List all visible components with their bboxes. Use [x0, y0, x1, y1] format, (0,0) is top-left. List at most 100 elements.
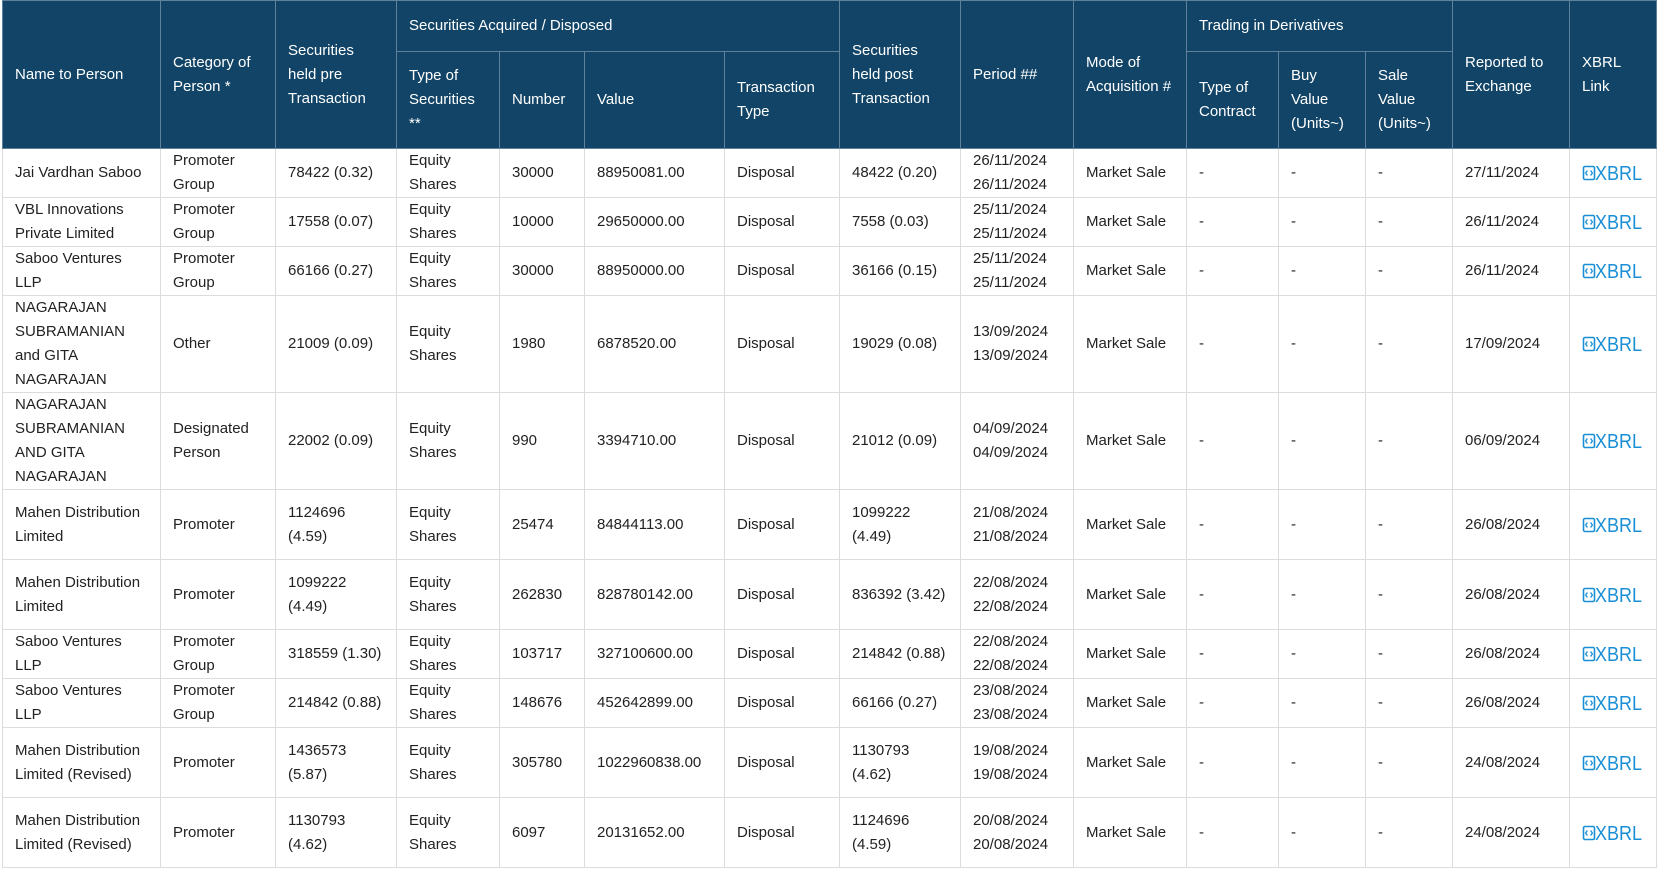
cell-sale-value: -: [1365, 727, 1453, 798]
period-from: 20/08/2024: [973, 811, 1049, 829]
cell-type-securities: Equity Shares: [396, 489, 500, 560]
cell-xbrl: XBRL: [1569, 246, 1657, 296]
cell-type-contract: -: [1186, 559, 1279, 630]
cell-value: 20131652.00: [584, 797, 725, 868]
table-row: Mahen Distribution Limited Promoter 1124…: [2, 489, 1657, 560]
period-to: 13/09/2024: [973, 347, 1049, 364]
cell-name: Saboo Ventures LLP: [2, 678, 161, 728]
cell-held-post: 48422 (0.20): [839, 148, 961, 198]
cell-number: 25474: [499, 489, 585, 560]
cell-number: 103717: [499, 629, 585, 679]
cell-period: 25/11/2024 25/11/2024: [960, 197, 1074, 247]
cell-buy-value: -: [1278, 678, 1366, 728]
xbrl-label: XBRL: [1595, 515, 1642, 536]
cell-held-post: 36166 (0.15): [839, 246, 961, 296]
cell-sale-value: -: [1365, 295, 1453, 393]
cell-mode: Market Sale: [1073, 559, 1187, 630]
cell-sale-value: -: [1365, 629, 1453, 679]
cell-type-contract: -: [1186, 727, 1279, 798]
cell-transaction-type: Disposal: [724, 678, 840, 728]
cell-held-pre: 318559 (1.30): [275, 629, 397, 679]
cell-name: Saboo Ventures LLP: [2, 629, 161, 679]
cell-mode: Market Sale: [1073, 295, 1187, 393]
table-row: Saboo Ventures LLP Promoter Group 214842…: [2, 678, 1657, 728]
cell-value: 327100600.00: [584, 629, 725, 679]
cell-number: 1980: [499, 295, 585, 393]
cell-transaction-type: Disposal: [724, 148, 840, 198]
cell-held-post: 214842 (0.88): [839, 629, 961, 679]
cell-number: 262830: [499, 559, 585, 630]
cell-held-pre: 17558 (0.07): [275, 197, 397, 247]
xbrl-label: XBRL: [1595, 585, 1642, 606]
cell-period: 20/08/2024 20/08/2024: [960, 797, 1074, 868]
period-to: 21/08/2024: [973, 527, 1049, 545]
xbrl-link[interactable]: XBRL: [1582, 752, 1644, 774]
cell-type-securities: Equity Shares: [396, 197, 500, 247]
table-row: Saboo Ventures LLP Promoter Group 318559…: [2, 629, 1657, 679]
table-row: Saboo Ventures LLP Promoter Group 66166 …: [2, 246, 1657, 296]
cell-mode: Market Sale: [1073, 392, 1187, 490]
period-to: 25/11/2024: [973, 274, 1047, 291]
xbrl-link[interactable]: XBRL: [1582, 211, 1644, 233]
cell-transaction-type: Disposal: [724, 559, 840, 630]
xbrl-link[interactable]: XBRL: [1582, 430, 1644, 452]
header-held-pre: Securities held pre Transaction: [275, 0, 397, 149]
cell-held-pre: 1124696 (4.59): [275, 489, 397, 560]
cell-xbrl: XBRL: [1569, 197, 1657, 247]
xbrl-link[interactable]: XBRL: [1582, 584, 1644, 606]
cell-xbrl: XBRL: [1569, 797, 1657, 868]
period-to: 19/08/2024: [973, 765, 1049, 783]
cell-transaction-type: Disposal: [724, 197, 840, 247]
cell-value: 452642899.00: [584, 678, 725, 728]
xbrl-link[interactable]: XBRL: [1582, 692, 1644, 714]
xbrl-label: XBRL: [1595, 693, 1642, 714]
cell-period: 19/08/2024 19/08/2024: [960, 727, 1074, 798]
xbrl-link[interactable]: XBRL: [1582, 333, 1644, 355]
cell-type-contract: -: [1186, 197, 1279, 247]
period-to: 22/08/2024: [973, 597, 1049, 615]
cell-number: 10000: [499, 197, 585, 247]
cell-type-securities: Equity Shares: [396, 295, 500, 393]
table-row: VBL Innovations Private Limited Promoter…: [2, 197, 1657, 247]
header-type-contract: Type of Contract: [1186, 51, 1279, 149]
period-from: 21/08/2024: [973, 503, 1049, 521]
xbrl-link[interactable]: XBRL: [1582, 822, 1644, 844]
cell-xbrl: XBRL: [1569, 489, 1657, 560]
xbrl-label: XBRL: [1595, 261, 1642, 282]
cell-period: 25/11/2024 25/11/2024: [960, 246, 1074, 296]
cell-type-contract: -: [1186, 148, 1279, 198]
cell-buy-value: -: [1278, 629, 1366, 679]
cell-name: Mahen Distribution Limited: [2, 489, 161, 560]
cell-held-post: 66166 (0.27): [839, 678, 961, 728]
cell-xbrl: XBRL: [1569, 392, 1657, 490]
table-header: Name to Person Category of Person * Secu…: [2, 0, 1657, 149]
cell-name: VBL Innovations Private Limited: [2, 197, 161, 247]
xbrl-icon: XBRL: [1582, 515, 1642, 536]
xbrl-link[interactable]: XBRL: [1582, 643, 1644, 665]
table-row: Jai Vardhan Saboo Promoter Group 78422 (…: [2, 148, 1657, 198]
xbrl-link[interactable]: XBRL: [1582, 514, 1644, 536]
cell-sale-value: -: [1365, 197, 1453, 247]
cell-transaction-type: Disposal: [724, 629, 840, 679]
period-to: 25/11/2024: [973, 225, 1047, 242]
cell-type-securities: Equity Shares: [396, 246, 500, 296]
xbrl-link[interactable]: XBRL: [1582, 260, 1644, 282]
cell-xbrl: XBRL: [1569, 295, 1657, 393]
xbrl-link[interactable]: XBRL: [1582, 162, 1644, 184]
cell-number: 990: [499, 392, 585, 490]
cell-sale-value: -: [1365, 489, 1453, 560]
cell-reported: 26/08/2024: [1452, 629, 1570, 679]
cell-type-securities: Equity Shares: [396, 797, 500, 868]
cell-value: 1022960838.00: [584, 727, 725, 798]
cell-type-contract: -: [1186, 678, 1279, 728]
cell-type-contract: -: [1186, 629, 1279, 679]
cell-category: Promoter: [160, 727, 276, 798]
cell-type-securities: Equity Shares: [396, 727, 500, 798]
cell-reported: 26/11/2024: [1452, 197, 1570, 247]
cell-xbrl: XBRL: [1569, 678, 1657, 728]
cell-type-securities: Equity Shares: [396, 392, 500, 490]
cell-mode: Market Sale: [1073, 148, 1187, 198]
cell-transaction-type: Disposal: [724, 295, 840, 393]
cell-transaction-type: Disposal: [724, 797, 840, 868]
